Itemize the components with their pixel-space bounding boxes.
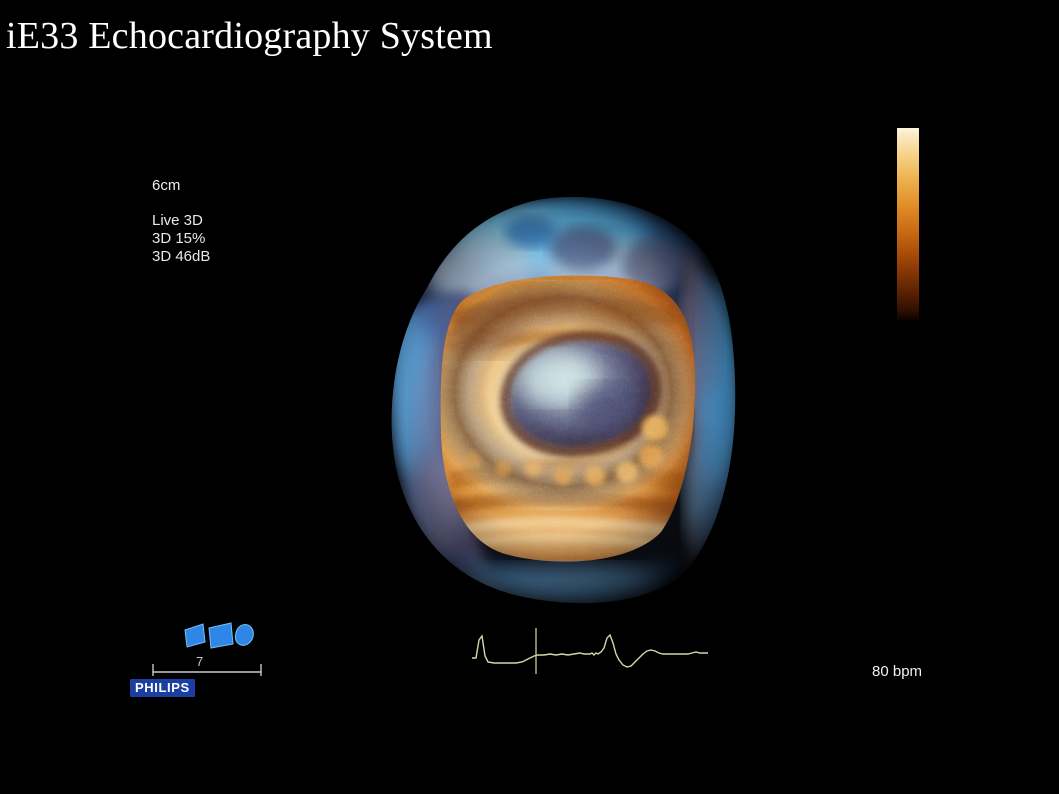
heart-rate-label: 80 bpm [872, 663, 923, 680]
page-title: iE33 Echocardiography System [6, 15, 493, 57]
acquisition-info-panel: 6cm Live 3D 3D 15% 3D 46dB [152, 160, 322, 266]
gain-label: 3D 15% [152, 230, 206, 247]
volume-orientation-cubes-icon[interactable] [183, 620, 255, 654]
colormap-gradient [897, 128, 919, 320]
ecg-waveform [470, 618, 710, 680]
philips-logo: PHILIPS [130, 679, 195, 697]
volume-render-viewport[interactable] [355, 180, 755, 610]
volume-vignette [355, 180, 755, 610]
ecg-trace [472, 633, 708, 668]
philips-logo-text: PHILIPS [135, 680, 190, 695]
imaging-mode-label: Live 3D [152, 212, 203, 229]
scale-bar: 7 [150, 652, 264, 678]
mode-settings-block: Live 3D 3D 15% 3D 46dB [152, 212, 322, 266]
echo-volume-image [391, 196, 736, 604]
colormap-bar[interactable] [897, 128, 919, 320]
depth-label: 6cm [152, 177, 181, 194]
scale-bar-marker: 7 [196, 654, 203, 669]
faint-header-text [152, 160, 322, 173]
dynamic-range-label: 3D 46dB [152, 248, 211, 265]
